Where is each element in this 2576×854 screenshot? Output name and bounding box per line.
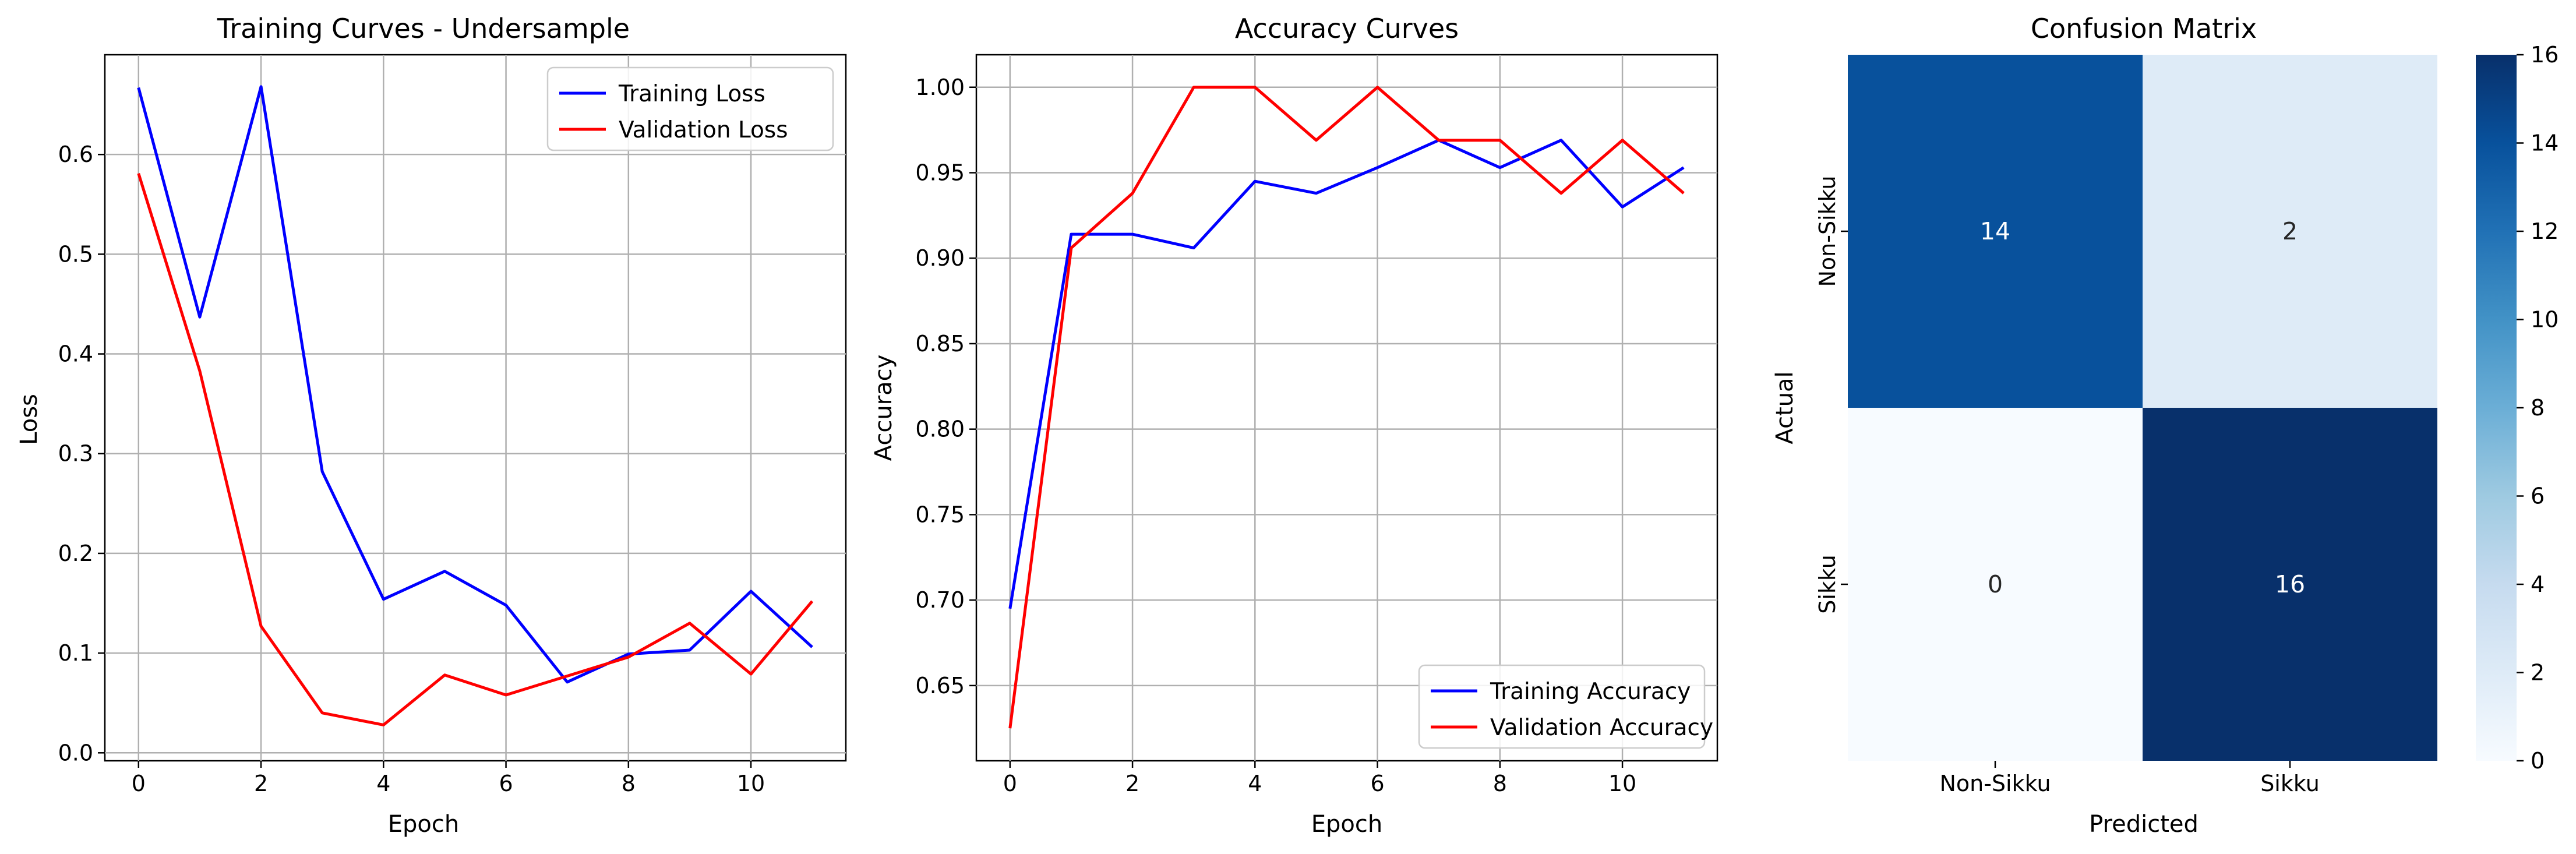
colorbar-tick-label: 8 (2531, 395, 2545, 421)
accuracy-chart-ylabel: Accuracy (870, 355, 897, 461)
accuracy-chart-xlabel: Epoch (1311, 811, 1382, 838)
x-tick-label: 6 (499, 771, 513, 796)
y-tick-label: 0.70 (915, 587, 965, 613)
legend-label: Validation Loss (619, 117, 788, 143)
legend-frame (546, 66, 834, 151)
y-tick-label: 0.2 (58, 541, 93, 566)
colorbar-tick-label: 4 (2531, 571, 2545, 597)
y-tick-label: 0.75 (915, 502, 965, 527)
colorbar-tick-label: 2 (2531, 660, 2545, 686)
accuracy-chart: Accuracy Curves Epoch Accuracy 0 2 4 6 8 10 0.… (870, 13, 1718, 838)
legend-label: Validation Accuracy (1490, 715, 1713, 741)
y-tick-label: 0.90 (915, 245, 965, 271)
y-tick-label: 1.00 (915, 75, 965, 100)
y-tick-label: 0.65 (915, 673, 965, 698)
y-category-label: Non-Sikku (1815, 175, 1840, 287)
matrix-cell (1848, 408, 2143, 761)
colorbar-gradient (2476, 55, 2517, 761)
y-tick-label: 0.1 (58, 640, 93, 666)
y-tick-label: 0.5 (58, 241, 93, 267)
colorbar-tick-label: 10 (2531, 307, 2559, 333)
y-tick-label: 0.6 (58, 142, 93, 167)
matrix-cell-value: 0 (1988, 570, 2003, 598)
loss-chart-plot-area (104, 54, 847, 762)
colorbar: 0 2 4 6 8 10 12 14 16 (2476, 42, 2559, 774)
colorbar-tick-label: 12 (2531, 218, 2559, 244)
loss-chart: Training Curves - Undersample Epoch Loss… (16, 13, 847, 838)
colorbar-tick-label: 16 (2531, 42, 2559, 68)
accuracy-chart-legend: Training Accuracy Validation Accuracy (1418, 664, 1713, 749)
x-tick-label: 4 (376, 771, 390, 796)
y-tick-label: 0.0 (58, 740, 93, 765)
matrix-cell (2143, 55, 2437, 408)
legend-frame (1418, 664, 1706, 749)
x-tick-label: 6 (1370, 771, 1384, 796)
colorbar-tick-label: 0 (2531, 748, 2545, 774)
series-line-1 (137, 172, 814, 726)
x-category-label: Non-Sikku (1939, 771, 2051, 796)
confusion-matrix: Confusion Matrix Predicted Actual 14 2 0 16… (1772, 13, 2559, 838)
legend-label: Training Loss (618, 81, 765, 107)
x-tick-label: 2 (1125, 771, 1139, 796)
x-tick-label: 10 (737, 771, 765, 796)
accuracy-chart-title: Accuracy Curves (1235, 13, 1459, 44)
x-tick-label: 2 (254, 771, 268, 796)
y-tick-label: 0.4 (58, 341, 93, 367)
colorbar-tick-label: 14 (2531, 130, 2559, 156)
x-tick-label: 8 (1493, 771, 1507, 796)
matrix-cell-value: 16 (2275, 570, 2305, 598)
x-tick-label: 8 (622, 771, 636, 796)
series-line-0 (1008, 139, 1685, 609)
matrix-cell (2143, 408, 2437, 761)
x-tick-label: 0 (1003, 771, 1017, 796)
x-tick-label: 4 (1248, 771, 1262, 796)
loss-chart-title: Training Curves - Undersample (217, 13, 630, 44)
y-tick-label: 0.95 (915, 160, 965, 185)
series-line-0 (137, 85, 813, 684)
matrix-cell (1848, 55, 2143, 408)
confusion-matrix-title: Confusion Matrix (2031, 13, 2257, 44)
legend-label: Training Accuracy (1490, 679, 1691, 705)
loss-chart-legend: Training Loss Validation Loss (546, 66, 834, 151)
x-tick-label: 0 (132, 771, 146, 796)
x-category-label: Sikku (2260, 771, 2320, 796)
loss-chart-xlabel: Epoch (388, 811, 459, 838)
series-line-1 (1008, 86, 1685, 729)
matrix-cell-value: 14 (1980, 217, 2010, 245)
accuracy-chart-plot-area (975, 54, 1718, 762)
y-category-label: Sikku (1815, 555, 1840, 614)
confusion-matrix-ylabel: Actual (1772, 371, 1798, 444)
y-tick-label: 0.80 (915, 417, 965, 442)
matrix-cell-value: 2 (2282, 217, 2298, 245)
confusion-matrix-xlabel: Predicted (2089, 811, 2199, 838)
colorbar-tick-label: 6 (2531, 484, 2545, 509)
loss-chart-ylabel: Loss (16, 394, 43, 445)
y-tick-label: 0.3 (58, 441, 93, 467)
y-tick-label: 0.85 (915, 331, 965, 357)
x-tick-label: 10 (1608, 771, 1636, 796)
